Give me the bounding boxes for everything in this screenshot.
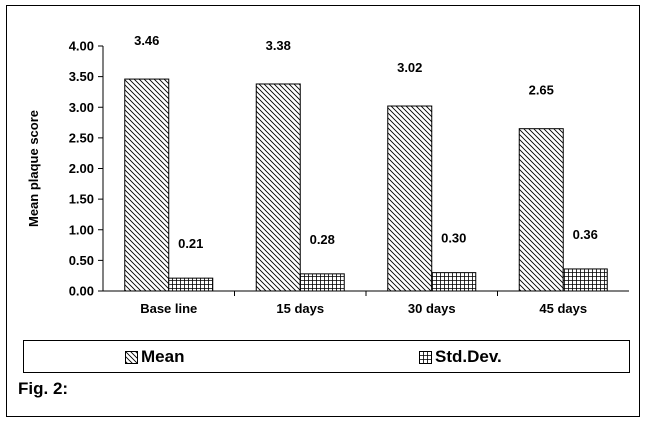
legend: Mean Std.Dev. — [23, 340, 630, 373]
axes: 0.00 0.50 1.00 1.50 2.00 2.50 3.00 3.50 4.00 Mean… — [26, 39, 629, 316]
bar-stddev — [168, 277, 214, 292]
data-label-stddev: 0.28 — [310, 232, 335, 247]
bar-mean — [387, 105, 433, 292]
y-tick-label: 0.50 — [69, 253, 94, 268]
bars — [124, 78, 608, 292]
bar-mean — [518, 128, 564, 292]
y-tick-label: 3.00 — [69, 100, 94, 115]
figure-caption: Fig. 2: — [18, 379, 69, 398]
y-tick-label: 2.50 — [69, 130, 94, 145]
y-axis-label: Mean plaque score — [26, 110, 41, 227]
data-label-mean: 2.65 — [529, 83, 554, 98]
y-tick-label: 1.50 — [69, 192, 94, 207]
x-tick-label: Base line — [140, 301, 197, 316]
y-tick-label: 4.00 — [69, 39, 94, 54]
legend-entry-stddev: Std.Dev. — [419, 347, 502, 367]
y-tick-label: 1.00 — [69, 222, 94, 237]
legend-entry-mean: Mean — [125, 347, 184, 367]
x-tick-label: 45 days — [539, 301, 587, 316]
bar-chart: 0.00 0.50 1.00 1.50 2.00 2.50 3.00 3.50 4.00 Mean… — [26, 33, 629, 316]
bar-stddev — [431, 272, 477, 292]
bar-mean — [255, 83, 301, 292]
y-tick-label: 3.50 — [69, 69, 94, 84]
legend-swatch-stddev — [419, 350, 432, 364]
bar-stddev — [562, 268, 608, 292]
x-tick-label: 30 days — [408, 301, 456, 316]
legend-label-stddev: Std.Dev. — [435, 347, 502, 366]
legend-label-mean: Mean — [141, 347, 185, 366]
data-label-stddev: 0.30 — [441, 231, 466, 246]
figure-frame — [6, 5, 640, 417]
y-tick-label: 0.00 — [69, 284, 94, 299]
x-tick-label: 15 days — [276, 301, 324, 316]
labels: 3.46 0.21 3.38 0.28 3.02 0.30 2.65 0.36 — [134, 33, 598, 251]
data-label-stddev: 0.21 — [178, 236, 203, 251]
data-label-mean: 3.38 — [266, 38, 291, 53]
bar-stddev — [299, 273, 345, 292]
data-label-mean: 3.46 — [134, 33, 159, 48]
bar-mean — [124, 78, 170, 292]
data-label-mean: 3.02 — [397, 60, 422, 75]
data-label-stddev: 0.36 — [573, 227, 598, 242]
y-tick-label: 2.00 — [69, 161, 94, 176]
legend-swatch-mean — [125, 350, 138, 364]
